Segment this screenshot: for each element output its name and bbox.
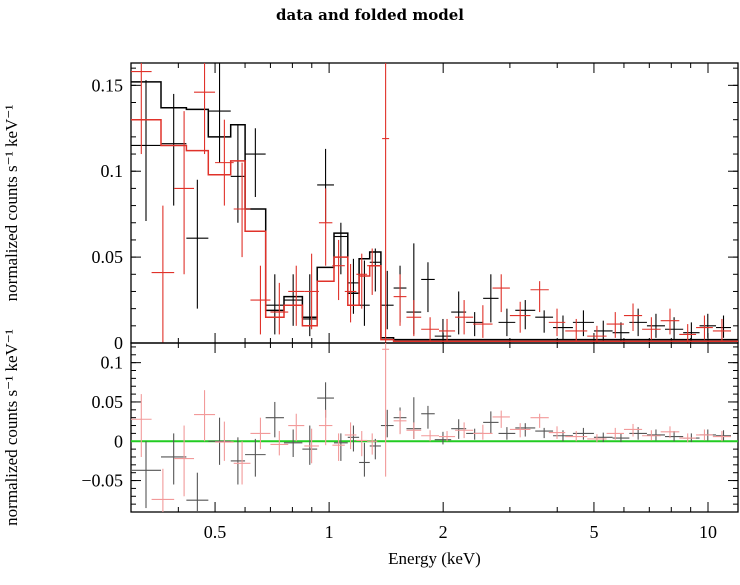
chart-title: data and folded model [276,6,464,24]
y-tick-label: 0 [114,333,123,353]
x-tick-label: 0.5 [204,522,227,542]
y-tick-label: 0.1 [101,161,124,181]
y-tick-label: 0.05 [92,392,124,412]
x-tick-label: 2 [439,522,448,542]
y-tick-label: −0.05 [81,471,123,491]
x-tick-label: 10 [699,522,717,542]
y-axis-label: normalized counts s⁻¹ keV⁻¹ [2,329,21,526]
plot-frame-residuals [130,342,739,513]
y-tick-label: 0.15 [92,75,124,95]
x-axis-label: Energy (keV) [388,549,481,568]
x-tick-label: 1 [325,522,334,542]
y-tick-label: 0.05 [92,247,124,267]
y-tick-label: 0.1 [101,353,124,373]
plot-frame-spectrum [130,62,739,344]
model-histogram-line [131,118,738,343]
model-histogram-line [131,81,738,341]
x-tick-label: 5 [589,522,598,542]
y-axis-label: normalized counts s⁻¹ keV⁻¹ [2,105,21,302]
y-tick-label: 0 [114,431,123,451]
